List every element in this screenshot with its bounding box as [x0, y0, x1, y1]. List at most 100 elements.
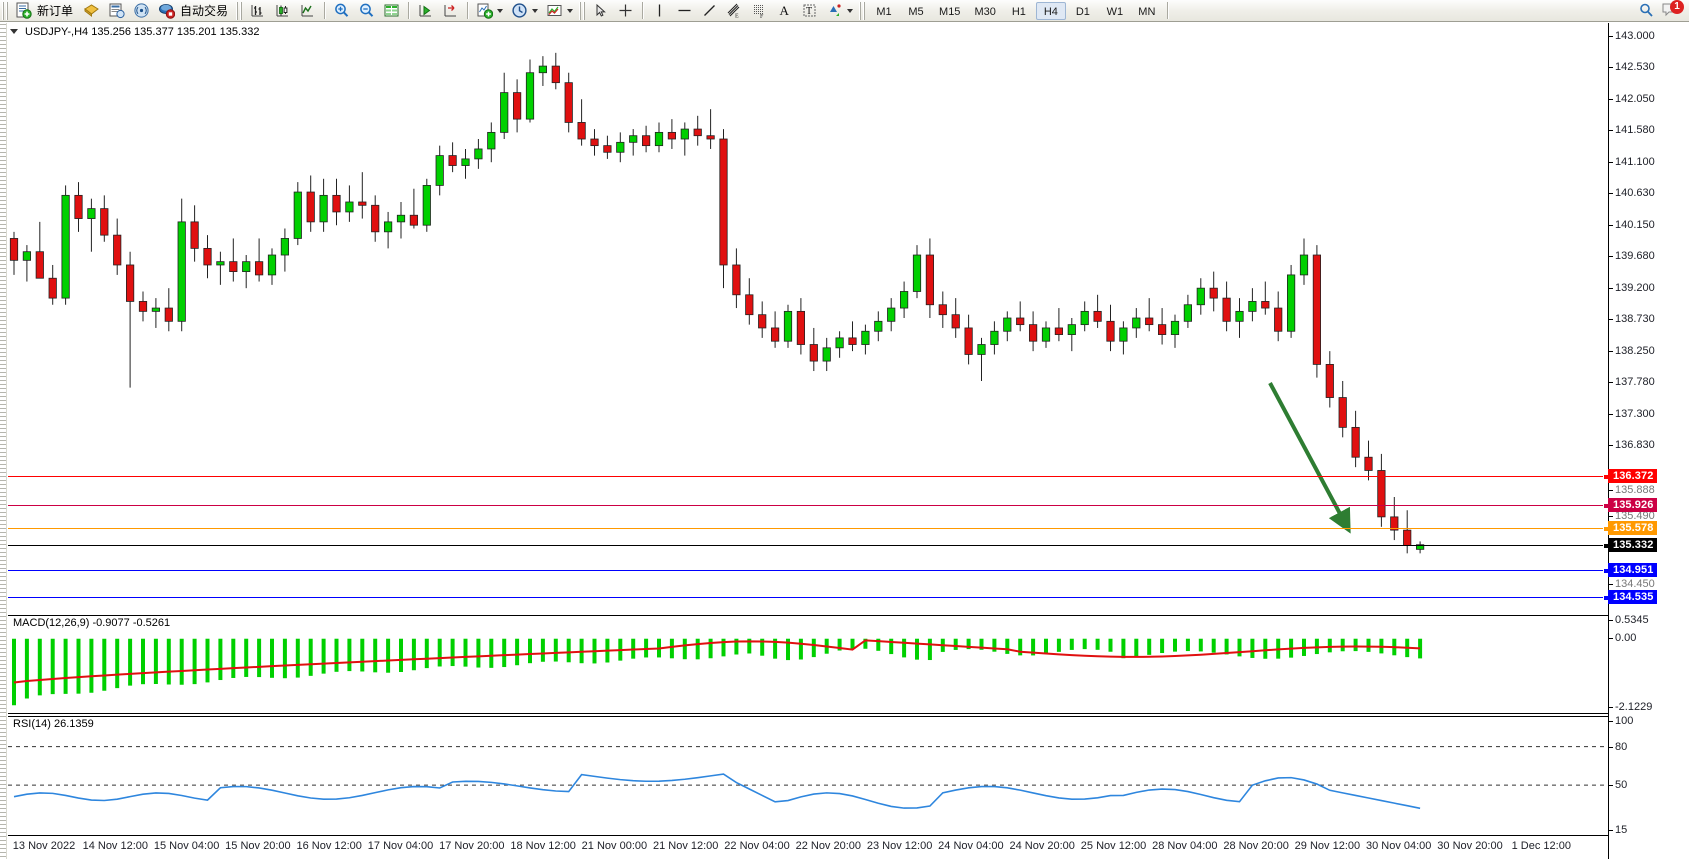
line-chart-button[interactable] [295, 1, 320, 21]
price-pane[interactable] [8, 23, 1608, 613]
chart-shift-button[interactable] [438, 1, 463, 21]
price-level-line[interactable] [8, 567, 1608, 574]
price-level-tag[interactable]: 135.926 [1608, 498, 1658, 513]
text-icon: A [776, 2, 793, 19]
cursor-tool-button[interactable] [588, 1, 613, 21]
price-level-handle[interactable] [1603, 595, 1608, 602]
period-dropdown-caret[interactable] [532, 8, 539, 13]
macd-pane[interactable]: MACD(12,26,9) -0.9077 -0.5261 [8, 615, 1608, 714]
collapse-triangle-icon[interactable] [10, 29, 18, 34]
timeframe-m15[interactable]: M15 [939, 5, 961, 18]
time-tick-label: 17 Nov 20:00 [439, 840, 505, 852]
price-tick: 143.000 [1609, 30, 1655, 42]
market-watch-button[interactable] [379, 1, 404, 21]
timeframe-m30[interactable]: M30 [974, 5, 996, 18]
price-scale[interactable]: 143.000 142.530 142.050 141.580 141.100 140.6… [1608, 23, 1689, 859]
templates-button[interactable] [542, 1, 577, 21]
hline-tool-button[interactable] [672, 1, 697, 21]
price-level-line[interactable] [8, 542, 1608, 549]
data-window-button[interactable] [104, 1, 129, 21]
price-level-line[interactable] [8, 526, 1608, 533]
toolbar-separator-3 [467, 2, 469, 19]
timeframe-w1[interactable]: W1 [1106, 5, 1124, 18]
equidistant-channel-button[interactable]: E [722, 1, 747, 21]
template-icon [546, 2, 563, 19]
price-level-tag[interactable]: 135.578 [1608, 521, 1658, 536]
fibonacci-tool-button[interactable]: F [747, 1, 772, 21]
price-tick-occluded: 135.490 [1609, 510, 1655, 522]
toolbar-grip[interactable] [2, 1, 9, 20]
crosshair-tool-button[interactable] [613, 1, 638, 21]
price-level-tag[interactable]: 136.372 [1608, 468, 1658, 483]
chart-body[interactable]: USDJPY-,H4 135.256 135.377 135.201 135.3… [8, 23, 1689, 859]
toolbar-separator-4 [642, 2, 644, 19]
arrows-icon [826, 2, 843, 19]
zoom-in-icon [333, 2, 350, 19]
search-icon[interactable] [1638, 2, 1655, 19]
trendline-tool-button[interactable] [697, 1, 722, 21]
price-level-handle[interactable] [1603, 473, 1608, 480]
time-tick-label: 21 Nov 00:00 [581, 840, 648, 852]
period-button[interactable] [507, 1, 542, 21]
price-level-handle[interactable] [1603, 526, 1608, 533]
price-level-handle[interactable] [1603, 503, 1608, 510]
timeframe-h1[interactable]: H1 [1011, 5, 1026, 18]
chart-window: USDJPY-,H4 135.256 135.377 135.201 135.3… [0, 22, 1689, 859]
price-level-line[interactable] [8, 595, 1608, 602]
price-level-tag[interactable]: 134.951 [1608, 562, 1658, 577]
price-tick: 137.300 [1609, 408, 1655, 420]
price-level-handle[interactable] [1603, 542, 1608, 549]
notifications-button[interactable]: 1 [1661, 0, 1684, 21]
price-tick-occluded: 134.450 [1609, 578, 1655, 590]
vline-tool-button[interactable] [647, 1, 672, 21]
toolbar-grip-2[interactable] [236, 1, 244, 20]
timeframe-d1[interactable]: D1 [1075, 5, 1090, 18]
timeframe-mn[interactable]: MN [1138, 5, 1156, 18]
text-tool-button[interactable]: A [772, 1, 797, 21]
auto-scroll-button[interactable] [413, 1, 438, 21]
time-tick-label: 24 Nov 04:00 [938, 840, 1004, 852]
indicators-dropdown-caret[interactable] [497, 8, 504, 13]
autotrading-button[interactable]: 自动交易 [154, 1, 234, 21]
toolbar-separator-1 [324, 2, 326, 19]
zoom-in-button[interactable] [329, 1, 354, 21]
timeframe-m1[interactable]: M1 [876, 5, 892, 18]
bar-chart-button[interactable] [245, 1, 270, 21]
price-level-tag[interactable]: 135.332 [1608, 537, 1658, 552]
price-level-line[interactable] [8, 473, 1608, 480]
timeframe-m5[interactable]: M5 [908, 5, 924, 18]
label-tool-button[interactable]: T [797, 1, 822, 21]
navigator-button[interactable] [129, 1, 154, 21]
rsi-pane[interactable]: RSI(14) 26.1359 [8, 716, 1608, 856]
price-level-tag[interactable]: 134.535 [1608, 590, 1658, 605]
chart-shift-icon [442, 2, 459, 19]
indicators-button[interactable] [472, 1, 507, 21]
time-scale[interactable]: 13 Nov 2022 14 Nov 12:00 15 Nov 04:00 15 No… [8, 835, 1608, 858]
new-order-icon [15, 2, 32, 19]
toolbar-grip-3[interactable] [579, 1, 587, 20]
time-tick-label: 14 Nov 12:00 [82, 840, 149, 852]
svg-text:F: F [760, 14, 764, 19]
terminal-button[interactable] [79, 1, 104, 21]
templates-dropdown-caret[interactable] [567, 8, 574, 13]
chart-left-rail[interactable] [0, 23, 7, 859]
price-tick: 136.830 [1609, 439, 1655, 451]
new-order-button[interactable]: 新订单 [11, 1, 79, 21]
text-label-icon: T [801, 2, 818, 19]
signal-icon [133, 2, 150, 19]
candlestick-chart-button[interactable] [270, 1, 295, 21]
shapes-tool-button[interactable] [822, 1, 857, 21]
timeframe-h4[interactable]: H4 [1035, 1, 1066, 20]
price-level-line[interactable] [8, 503, 1608, 510]
time-tick-label: 28 Nov 04:00 [1152, 840, 1218, 852]
shapes-dropdown-caret[interactable] [847, 8, 854, 13]
price-level-handle[interactable] [1603, 567, 1608, 574]
zoom-out-button[interactable] [354, 1, 379, 21]
toolbar-grip-4[interactable] [859, 1, 867, 20]
price-tick: 141.100 [1609, 156, 1655, 168]
auto-scroll-icon [417, 2, 434, 19]
timeframe-group: M1 M5 M15 M30 H1 H4 D1 W1 MN [868, 1, 1163, 20]
line-chart-icon [299, 2, 316, 19]
clock-icon [511, 2, 528, 19]
candlestick-series [9, 52, 1425, 554]
